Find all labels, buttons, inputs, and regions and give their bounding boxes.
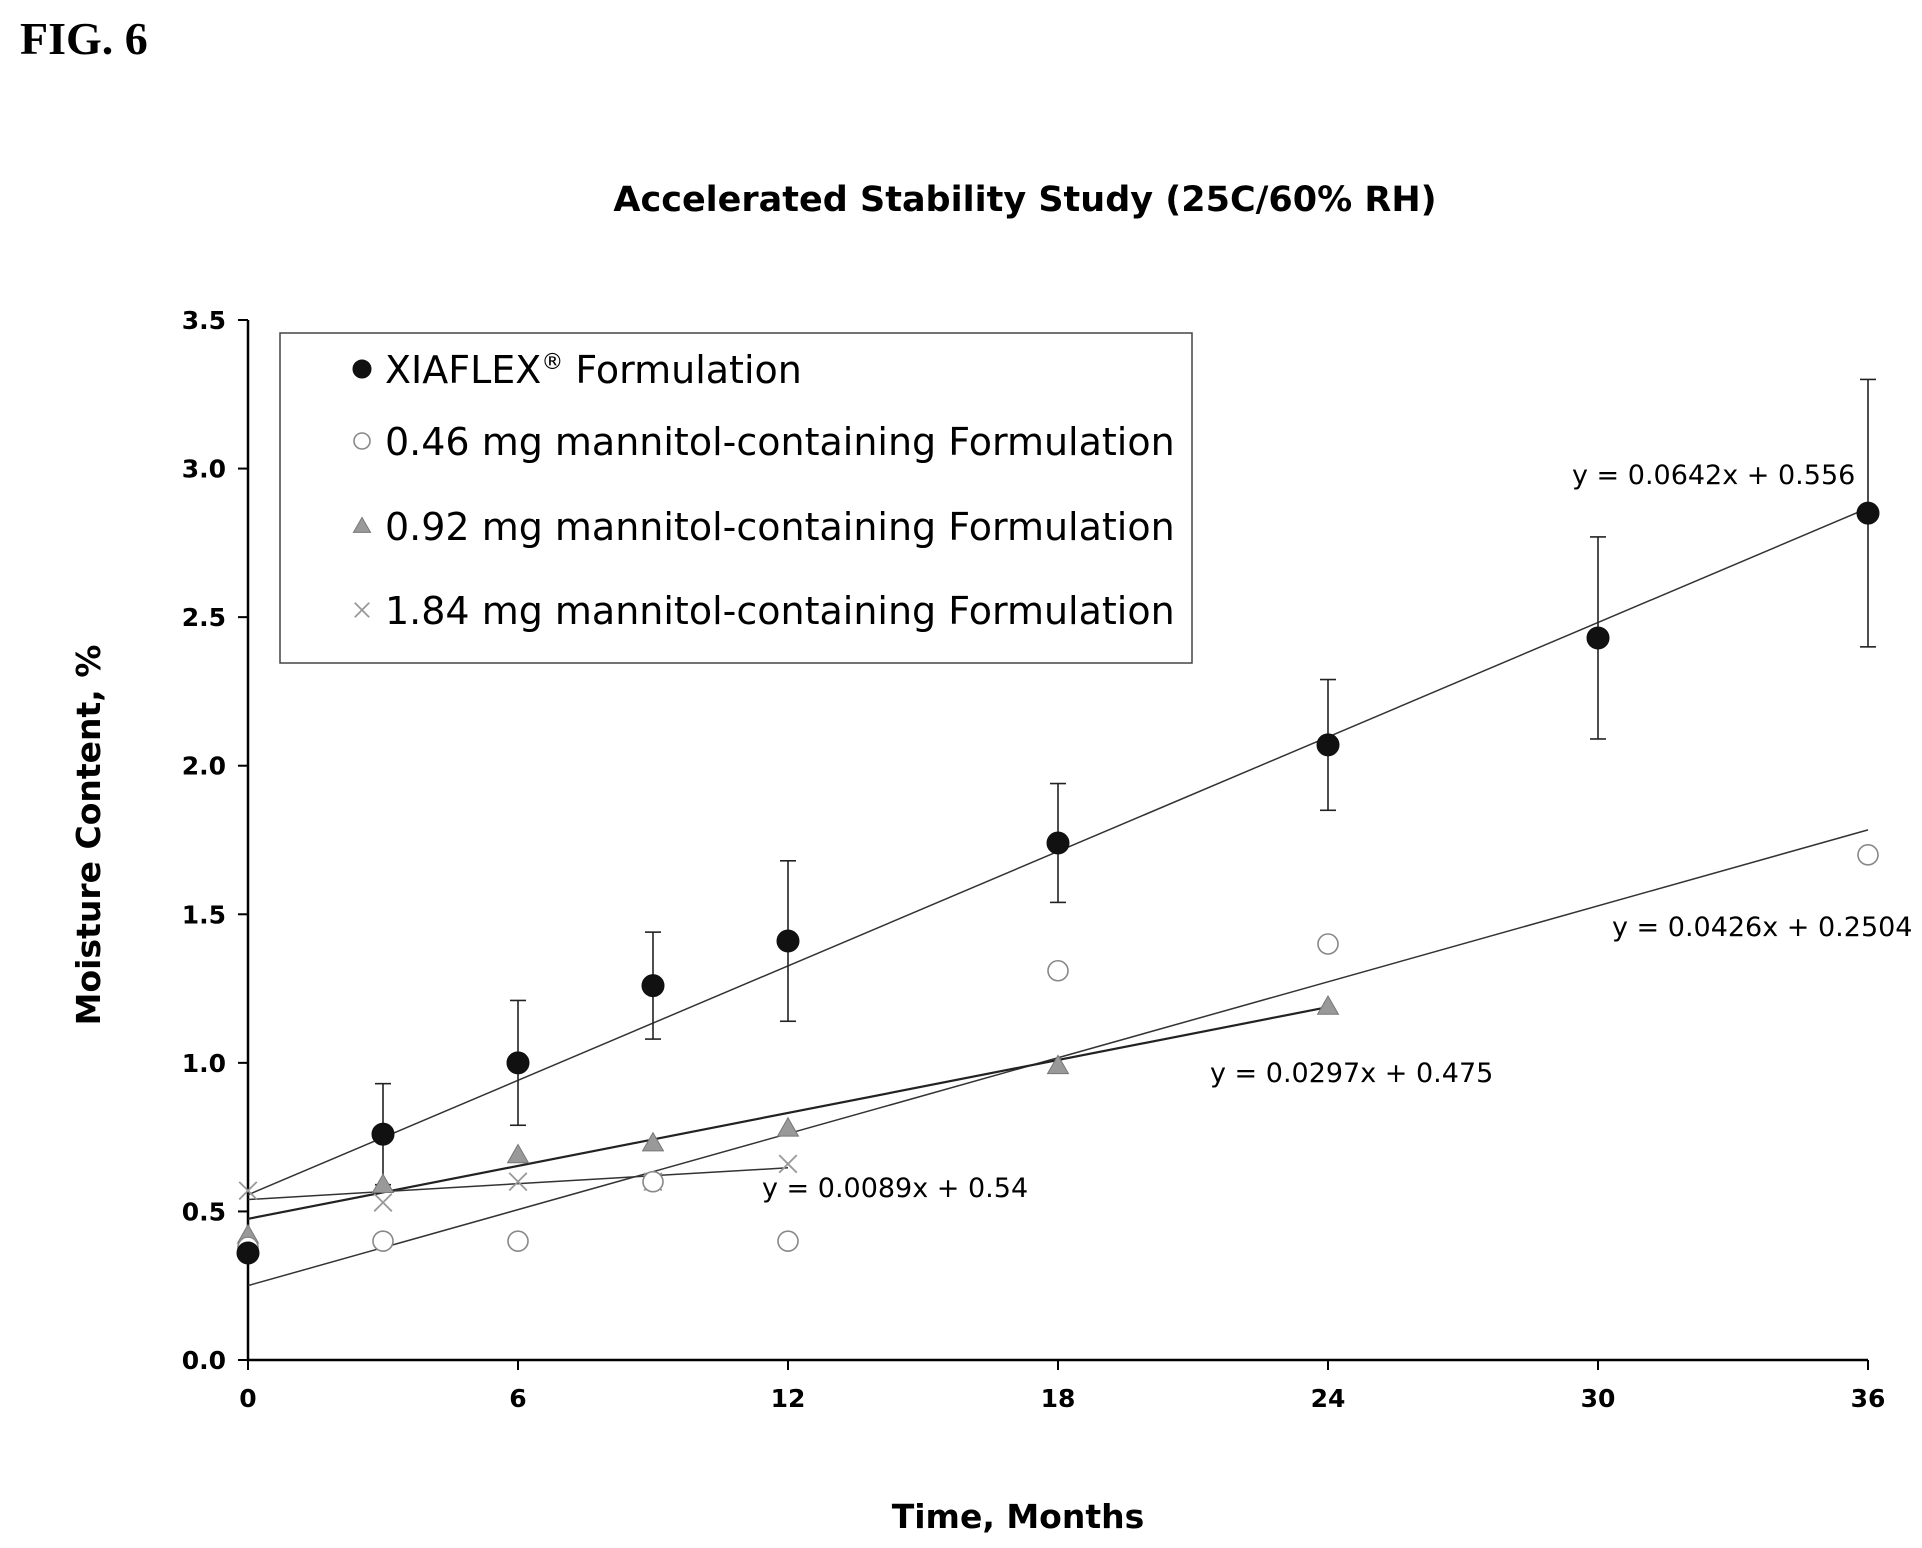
point-series-4-stroke bbox=[508, 1172, 528, 1192]
trendline-series-4 bbox=[247, 1167, 789, 1201]
point-series-1 bbox=[236, 1241, 260, 1265]
y-tick-label: 3.5 bbox=[182, 306, 226, 335]
point-series-2 bbox=[1857, 844, 1879, 866]
legend-marker bbox=[352, 516, 372, 533]
y-tick-label: 1.5 bbox=[182, 900, 226, 929]
legend-marker bbox=[353, 432, 371, 450]
y-axis-title: Moisture Content, % bbox=[69, 645, 108, 1026]
y-tick-label: 0.5 bbox=[182, 1197, 226, 1226]
point-series-2 bbox=[777, 1230, 799, 1252]
trendline-series-3 bbox=[247, 1005, 1329, 1220]
chart-title: Accelerated Stability Study (25C/60% RH) bbox=[613, 180, 1436, 220]
axes: 0.0 0.5 1.0 1.5 2.0 2.5 3.0 3.5 0 6 12 18 24 30 36 bbox=[182, 306, 1886, 1413]
point-series-1 bbox=[1046, 831, 1070, 855]
point-series-1 bbox=[1316, 733, 1340, 757]
x-tick-label: 12 bbox=[771, 1384, 806, 1413]
point-series-3 bbox=[776, 1116, 800, 1137]
figure-label: FIG. 6 bbox=[20, 13, 148, 64]
x-axis-title: Time, Months bbox=[892, 1497, 1145, 1536]
y-tick-label: 1.0 bbox=[182, 1049, 226, 1078]
point-series-3 bbox=[641, 1131, 665, 1152]
x-tick-label: 36 bbox=[1851, 1384, 1886, 1413]
point-series-1 bbox=[776, 929, 800, 953]
legend: XIAFLEX® Formulation 0.46 mg mannitol-con… bbox=[279, 332, 1193, 664]
point-series-2 bbox=[507, 1230, 529, 1252]
legend-entry-1: XIAFLEX® Formulation bbox=[352, 348, 802, 392]
point-series-1 bbox=[641, 974, 665, 998]
legend-box bbox=[279, 332, 1193, 664]
point-series-3 bbox=[1316, 994, 1340, 1015]
x-tick-label: 6 bbox=[509, 1384, 526, 1413]
equation-series-3: y = 0.0297x + 0.475 bbox=[1210, 1058, 1493, 1089]
point-series-4 bbox=[373, 1193, 393, 1212]
equation-series-2: y = 0.0426x + 0.2504 bbox=[1612, 912, 1912, 943]
legend-entry-3: 0.92 mg mannitol-containing Formulation bbox=[352, 505, 1175, 549]
legend-suffix: Formulation bbox=[563, 348, 802, 392]
trendline-equations: y = 0.0642x + 0.556 y = 0.0426x + 0.2504 y… bbox=[762, 460, 1912, 1204]
point-series-3 bbox=[506, 1143, 530, 1164]
legend-marker bbox=[354, 602, 370, 618]
equation-series-1: y = 0.0642x + 0.556 bbox=[1572, 460, 1855, 491]
point-series-2 bbox=[642, 1170, 664, 1193]
x-tick-label: 0 bbox=[239, 1384, 256, 1413]
y-tick-label: 2.5 bbox=[182, 603, 226, 632]
legend-label: XIAFLEX® Formulation bbox=[385, 348, 802, 392]
y-tick-label: 0.0 bbox=[182, 1346, 226, 1375]
legend-superscript: ® bbox=[541, 350, 563, 375]
legend-entry-4: 1.84 mg mannitol-containing Formulation bbox=[354, 589, 1175, 633]
point-series-2 bbox=[1047, 959, 1069, 982]
legend-label: 0.92 mg mannitol-containing Formulation bbox=[385, 505, 1175, 549]
data-points bbox=[236, 501, 1880, 1265]
point-series-1 bbox=[1856, 501, 1880, 525]
point-series-4 bbox=[778, 1154, 798, 1174]
legend-label: 0.46 mg mannitol-containing Formulation bbox=[385, 420, 1175, 464]
point-series-1 bbox=[1586, 626, 1610, 650]
point-series-3 bbox=[1046, 1054, 1070, 1075]
point-series-3 bbox=[371, 1173, 395, 1194]
equation-series-4: y = 0.0089x + 0.54 bbox=[762, 1173, 1028, 1204]
y-tick-label: 2.0 bbox=[182, 752, 226, 781]
point-series-4-stroke bbox=[373, 1193, 393, 1212]
point-series-1 bbox=[371, 1122, 395, 1146]
x-tick-label: 18 bbox=[1041, 1384, 1076, 1413]
x-tick-label: 30 bbox=[1581, 1384, 1616, 1413]
point-series-2 bbox=[1317, 933, 1339, 955]
y-tick-label: 3.0 bbox=[182, 455, 226, 484]
legend-entry-2: 0.46 mg mannitol-containing Formulation bbox=[353, 420, 1175, 464]
point-series-4-stroke bbox=[238, 1181, 258, 1201]
legend-marker-stroke bbox=[354, 602, 370, 618]
point-series-4 bbox=[508, 1172, 528, 1192]
legend-marker bbox=[352, 359, 372, 379]
x-tick-label: 24 bbox=[1311, 1384, 1346, 1413]
point-series-1 bbox=[506, 1051, 530, 1075]
point-series-4-stroke bbox=[778, 1154, 798, 1174]
legend-label: 1.84 mg mannitol-containing Formulation bbox=[385, 589, 1175, 633]
point-series-2 bbox=[372, 1230, 394, 1252]
point-series-4 bbox=[238, 1181, 258, 1201]
